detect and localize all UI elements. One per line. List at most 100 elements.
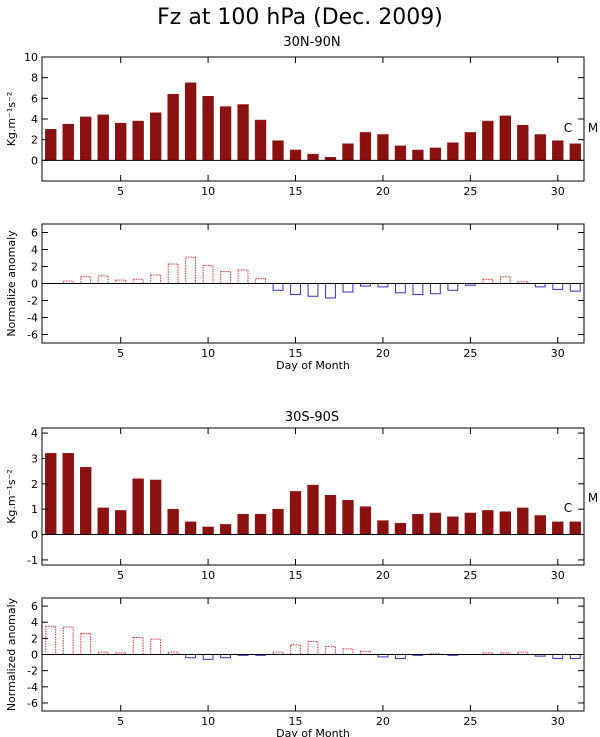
x-tick-label: 5	[117, 185, 124, 198]
bar-day-3	[80, 467, 92, 535]
chart-north-anomaly: 5 10 15 20 25 30 -6 -4 -2 0 2 4 6 Normalize anomaly Da…	[5, 223, 585, 372]
bar-day-20	[377, 520, 389, 535]
plot-frame	[41, 427, 585, 566]
bar-day-6	[132, 478, 144, 535]
x-tick-label: 30	[551, 569, 565, 582]
bar-day-26	[482, 510, 494, 535]
bar-day-18	[342, 143, 354, 161]
bar-day-24	[447, 142, 459, 161]
bar-day-14	[272, 508, 284, 535]
anomaly-bar-day-16	[307, 283, 319, 297]
x-tick-label: 25	[463, 715, 477, 728]
y-tick-label: -2	[27, 295, 38, 308]
bar-day-1	[45, 129, 57, 161]
bar-day-15	[289, 491, 302, 535]
x-tick-label: 10	[201, 185, 215, 198]
main-title: Fz at 100 hPa (Dec. 2009)	[157, 5, 443, 30]
x-tick-label: 30	[551, 715, 565, 728]
bar-day-27	[499, 115, 511, 161]
bar-day-16	[307, 484, 319, 535]
y-tick-label: 0	[31, 529, 38, 542]
x-tick-label: 15	[289, 347, 303, 360]
anomaly-bar-day-29	[534, 283, 546, 288]
bar-day-13	[254, 119, 267, 161]
y-tick-label: 4	[31, 427, 38, 440]
bar-day-17	[324, 494, 337, 535]
y-tick-label: 2	[31, 632, 38, 645]
y-tick-label: 6	[31, 92, 38, 105]
bar-day-28	[517, 507, 529, 535]
bar-day-25	[464, 512, 477, 535]
bar-day-29	[534, 134, 546, 161]
x-tick-label: 15	[289, 185, 303, 198]
x-tick-label: 5	[117, 569, 124, 582]
y-tick-label: 2	[31, 261, 38, 274]
panel-title-south: 30S-90S	[285, 410, 339, 425]
bar-day-12	[237, 104, 249, 161]
side-letter-c-south: C	[564, 501, 572, 515]
anomaly-bar-day-18	[342, 648, 354, 655]
y-axis-label: Normalized anomaly	[5, 597, 18, 711]
x-axis-label: Day of Month	[276, 359, 350, 372]
x-tick-label: 20	[376, 185, 390, 198]
y-axis-label: Normalize anomaly	[5, 230, 18, 337]
bar-day-14	[272, 140, 284, 161]
bar-day-13	[254, 514, 267, 535]
bar-day-21	[394, 145, 407, 161]
bar-day-30	[552, 140, 564, 161]
anomaly-bar-day-16	[307, 641, 319, 655]
y-tick-label: 1	[31, 503, 38, 516]
anomaly-bar-day-24	[447, 283, 459, 291]
anomaly-bar-day-13	[255, 277, 266, 284]
anomaly-bar-day-3	[80, 276, 92, 285]
anomaly-bar-day-17	[325, 283, 336, 299]
x-tick-label: 25	[463, 569, 477, 582]
bar-day-30	[552, 521, 564, 535]
x-axis-label: Day of Month	[276, 727, 350, 737]
bar-day-7	[149, 479, 162, 535]
bar-day-22	[412, 514, 424, 535]
anomaly-bar-day-10	[202, 654, 214, 660]
bar-day-5	[115, 122, 127, 161]
y-tick-label: -6	[27, 697, 38, 710]
anomaly-bar-day-20	[377, 283, 389, 288]
bar-day-3	[80, 116, 92, 161]
bar-day-12	[237, 514, 249, 535]
bar-day-6	[132, 120, 144, 161]
y-tick-label: 10	[24, 51, 38, 64]
anomaly-bar-day-3	[80, 633, 92, 655]
y-axis-label: Kg.m⁻¹s⁻²	[5, 92, 18, 147]
anomaly-bar-day-1	[45, 625, 57, 655]
anomaly-bar-day-31	[569, 283, 581, 292]
bar-day-9	[184, 82, 197, 161]
anomaly-bar-day-10	[202, 265, 214, 284]
anomaly-bar-day-17	[325, 645, 336, 656]
y-tick-label: 6	[31, 600, 38, 613]
anomaly-bar-day-26	[482, 278, 494, 284]
bar-day-7	[149, 112, 162, 161]
bar-day-2	[62, 123, 74, 161]
bar-day-21	[394, 522, 407, 535]
bar-day-29	[534, 515, 546, 535]
x-tick-label: 5	[117, 347, 124, 360]
y-tick-label: 4	[31, 244, 38, 257]
anomaly-bar-day-2	[62, 280, 74, 285]
bar-day-31	[569, 143, 581, 161]
anomaly-bar-day-11	[220, 271, 232, 285]
anomaly-bar-day-8	[167, 263, 179, 285]
bar-day-22	[412, 149, 424, 161]
x-tick-label: 20	[376, 715, 390, 728]
anomaly-bar-day-12	[237, 269, 249, 284]
bar-day-20	[377, 134, 389, 161]
bar-day-19	[359, 506, 372, 535]
x-tick-label: 30	[551, 185, 565, 198]
y-tick-label: 0	[31, 278, 38, 291]
anomaly-bar-day-21	[394, 654, 406, 660]
chart-north-flux: 5 10 15 20 25 30 0 2 4 6 8 10 Kg.m⁻¹s⁻²	[5, 51, 585, 198]
anomaly-bar-day-18	[342, 283, 354, 293]
bar-day-26	[482, 120, 494, 161]
bar-day-5	[115, 510, 127, 535]
bar-day-8	[167, 93, 179, 161]
x-tick-label: 20	[376, 569, 390, 582]
